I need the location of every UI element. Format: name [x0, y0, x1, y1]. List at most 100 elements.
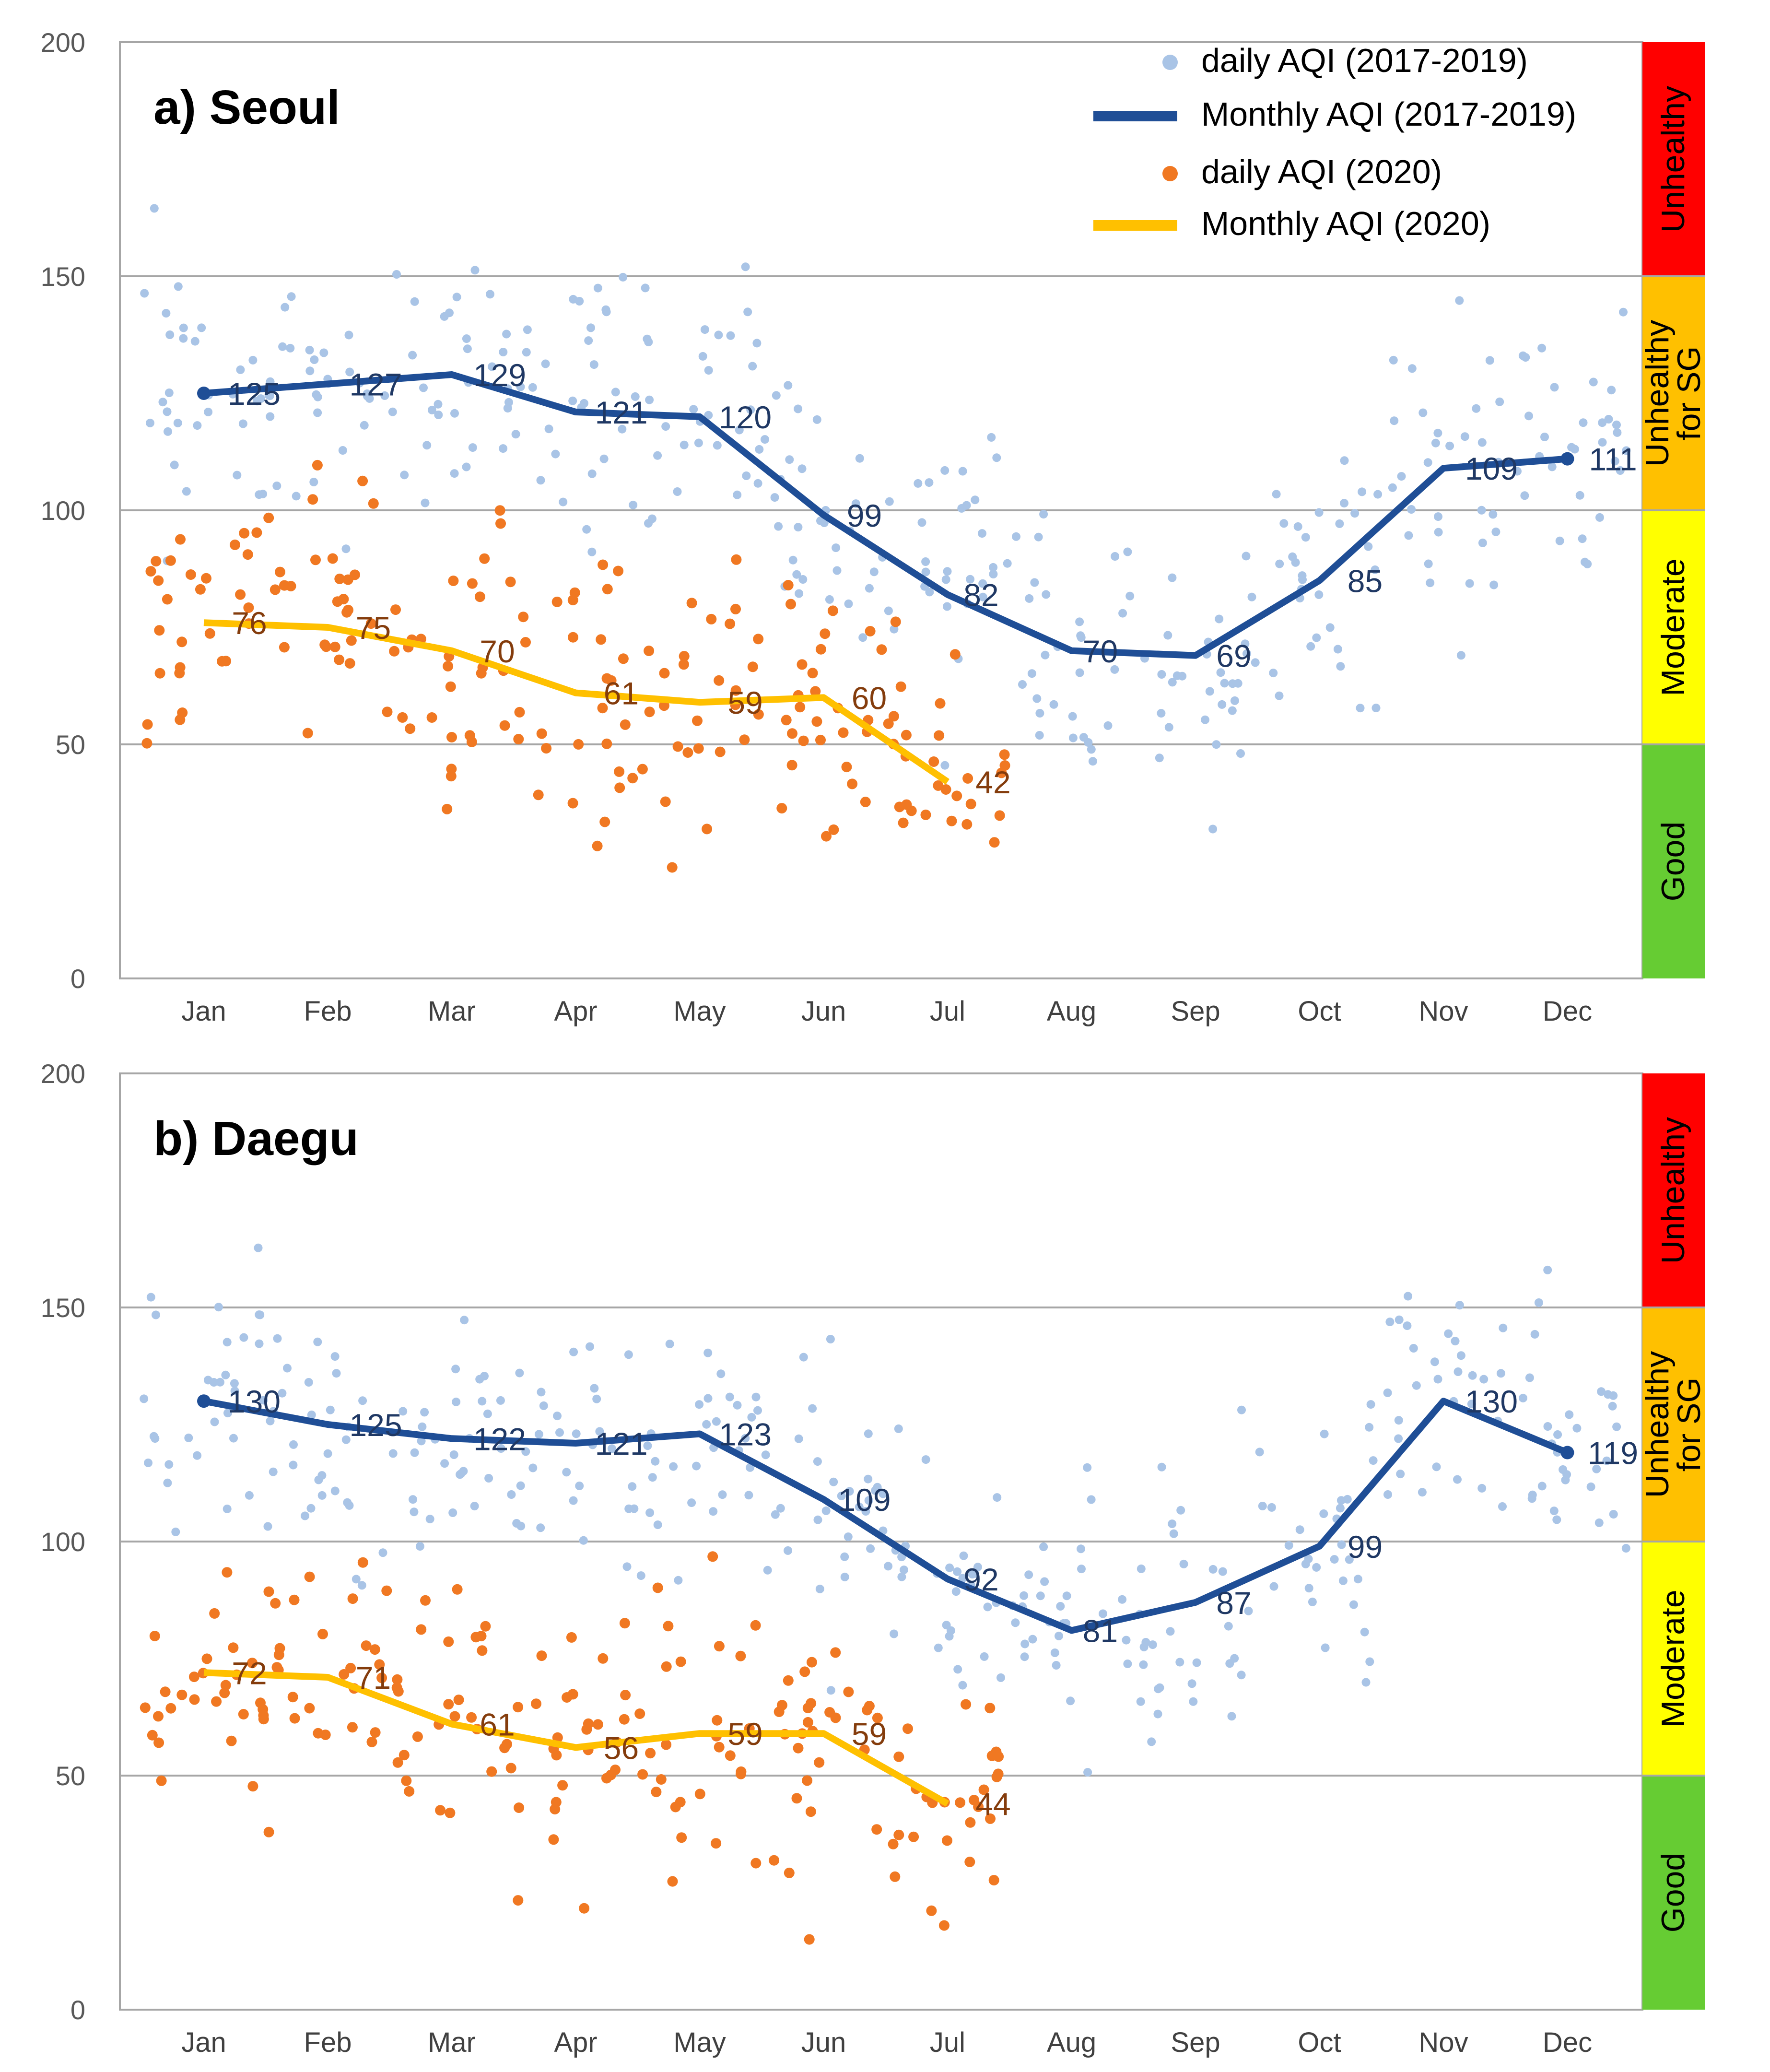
daily-aqi-point	[1237, 1405, 1246, 1414]
daily-aqi-2020-point	[147, 1730, 158, 1741]
daily-aqi-point	[305, 366, 315, 376]
daily-aqi-point	[1407, 364, 1417, 373]
daily-aqi-2020-point	[725, 618, 736, 629]
daily-aqi-point	[884, 606, 893, 615]
daily-aqi-2020-point	[174, 668, 185, 679]
daily-aqi-point	[653, 1520, 662, 1530]
daily-aqi-2020-point	[675, 1656, 686, 1667]
daily-aqi-point	[292, 492, 301, 501]
daily-aqi-2020-point	[906, 805, 917, 816]
daily-aqi-2020-point	[806, 1657, 817, 1668]
daily-aqi-point	[1477, 506, 1486, 515]
daily-aqi-point	[869, 567, 879, 577]
daily-aqi-point	[921, 557, 930, 566]
daily-aqi-2020-point	[934, 730, 945, 741]
daily-aqi-2020-point	[786, 760, 797, 771]
daily-aqi-point	[858, 633, 867, 642]
daily-aqi-2020-point	[783, 1675, 794, 1686]
daily-aqi-2020-point	[793, 1742, 804, 1754]
y-tick-label: 100	[41, 1527, 85, 1557]
daily-aqi-point	[338, 446, 347, 455]
daily-aqi-point	[1236, 749, 1245, 758]
daily-aqi-2020-point	[531, 1698, 541, 1709]
daily-aqi-point	[1321, 1643, 1330, 1652]
daily-aqi-2020-point	[985, 1813, 996, 1824]
daily-aqi-point	[164, 388, 174, 397]
daily-aqi-point	[1157, 1462, 1166, 1472]
daily-aqi-point	[799, 1353, 808, 1362]
daily-aqi-point	[826, 1335, 835, 1343]
daily-aqi-2020-point	[321, 641, 332, 652]
daily-aqi-point	[861, 1507, 870, 1516]
daily-aqi-2020-point	[750, 1620, 761, 1631]
daily-aqi-point	[507, 1490, 516, 1499]
daily-aqi-point	[917, 518, 926, 527]
daily-aqi-point	[1561, 1475, 1570, 1484]
daily-aqi-point	[680, 440, 689, 449]
daily-aqi-2020-point	[637, 1769, 648, 1780]
daily-aqi-point	[258, 489, 268, 498]
daily-aqi-point	[1205, 687, 1214, 696]
daily-aqi-point	[450, 469, 459, 478]
daily-aqi-point	[470, 1502, 479, 1511]
y-tick-label: 100	[41, 495, 85, 526]
daily-aqi-point	[1275, 559, 1284, 568]
daily-aqi-2020-point	[449, 1711, 460, 1722]
monthly-baseline-value-label: 81	[1083, 1613, 1118, 1648]
daily-aqi-point	[784, 1546, 792, 1555]
daily-aqi-point	[748, 362, 757, 371]
daily-aqi-2020-point	[416, 1624, 427, 1635]
daily-aqi-2020-point	[805, 1806, 816, 1817]
daily-aqi-point	[1208, 1565, 1218, 1574]
monthly-2020-line	[203, 619, 949, 785]
daily-aqi-2020-point	[613, 565, 624, 577]
daily-aqi-point	[162, 309, 171, 318]
daily-aqi-point	[794, 1434, 803, 1443]
daily-aqi-point	[484, 1474, 493, 1483]
daily-aqi-point	[1597, 1387, 1606, 1396]
daily-aqi-point	[1020, 1639, 1030, 1648]
daily-aqi-2020-point	[597, 703, 608, 714]
daily-aqi-point	[826, 1686, 835, 1695]
daily-aqi-2020-point	[692, 715, 703, 726]
daily-aqi-point	[1572, 1424, 1582, 1433]
daily-aqi-2020-point	[962, 773, 973, 784]
daily-aqi-point	[698, 352, 707, 361]
daily-aqi-point	[415, 1542, 424, 1551]
daily-aqi-2020-point	[567, 595, 578, 606]
daily-aqi-2020-point	[838, 727, 849, 738]
daily-aqi-point	[1176, 1506, 1185, 1515]
daily-aqi-2020-point	[579, 1903, 590, 1914]
daily-aqi-point	[1349, 1600, 1358, 1609]
daily-aqi-point	[753, 1406, 762, 1415]
monthly-baseline-value-label: 121	[595, 395, 647, 430]
daily-aqi-point	[1389, 355, 1398, 365]
band-moderate	[1642, 1542, 1705, 1776]
daily-aqi-point	[1141, 1638, 1150, 1647]
daily-aqi-point	[695, 1400, 704, 1409]
daily-aqi-point	[1412, 1381, 1421, 1390]
daily-aqi-point	[427, 405, 436, 414]
daily-aqi-2020-point	[141, 738, 152, 749]
daily-aqi-2020-point	[860, 797, 871, 807]
daily-aqi-2020-point	[162, 594, 173, 605]
daily-aqi-point	[873, 1483, 882, 1492]
daily-aqi-point	[1103, 721, 1113, 730]
daily-aqi-point	[755, 445, 764, 454]
daily-aqi-point	[1075, 617, 1084, 626]
daily-aqi-point	[1388, 483, 1397, 492]
daily-aqi-2020-point	[783, 580, 794, 590]
daily-aqi-2020-point	[841, 762, 852, 773]
daily-aqi-point	[1312, 1563, 1321, 1572]
daily-aqi-2020-point	[448, 576, 459, 586]
daily-aqi-2020-point	[672, 741, 683, 752]
daily-aqi-2020-point	[784, 1867, 795, 1878]
daily-aqi-2020-point	[893, 1829, 904, 1840]
daily-aqi-point	[400, 471, 409, 480]
daily-aqi-2020-point	[935, 698, 946, 709]
daily-aqi-point	[197, 323, 206, 332]
band-unhealthy-sg	[1642, 1307, 1705, 1542]
daily-aqi-point	[210, 1417, 219, 1426]
daily-aqi-point	[528, 1463, 538, 1472]
category-label: Unhealthy	[1639, 320, 1676, 467]
